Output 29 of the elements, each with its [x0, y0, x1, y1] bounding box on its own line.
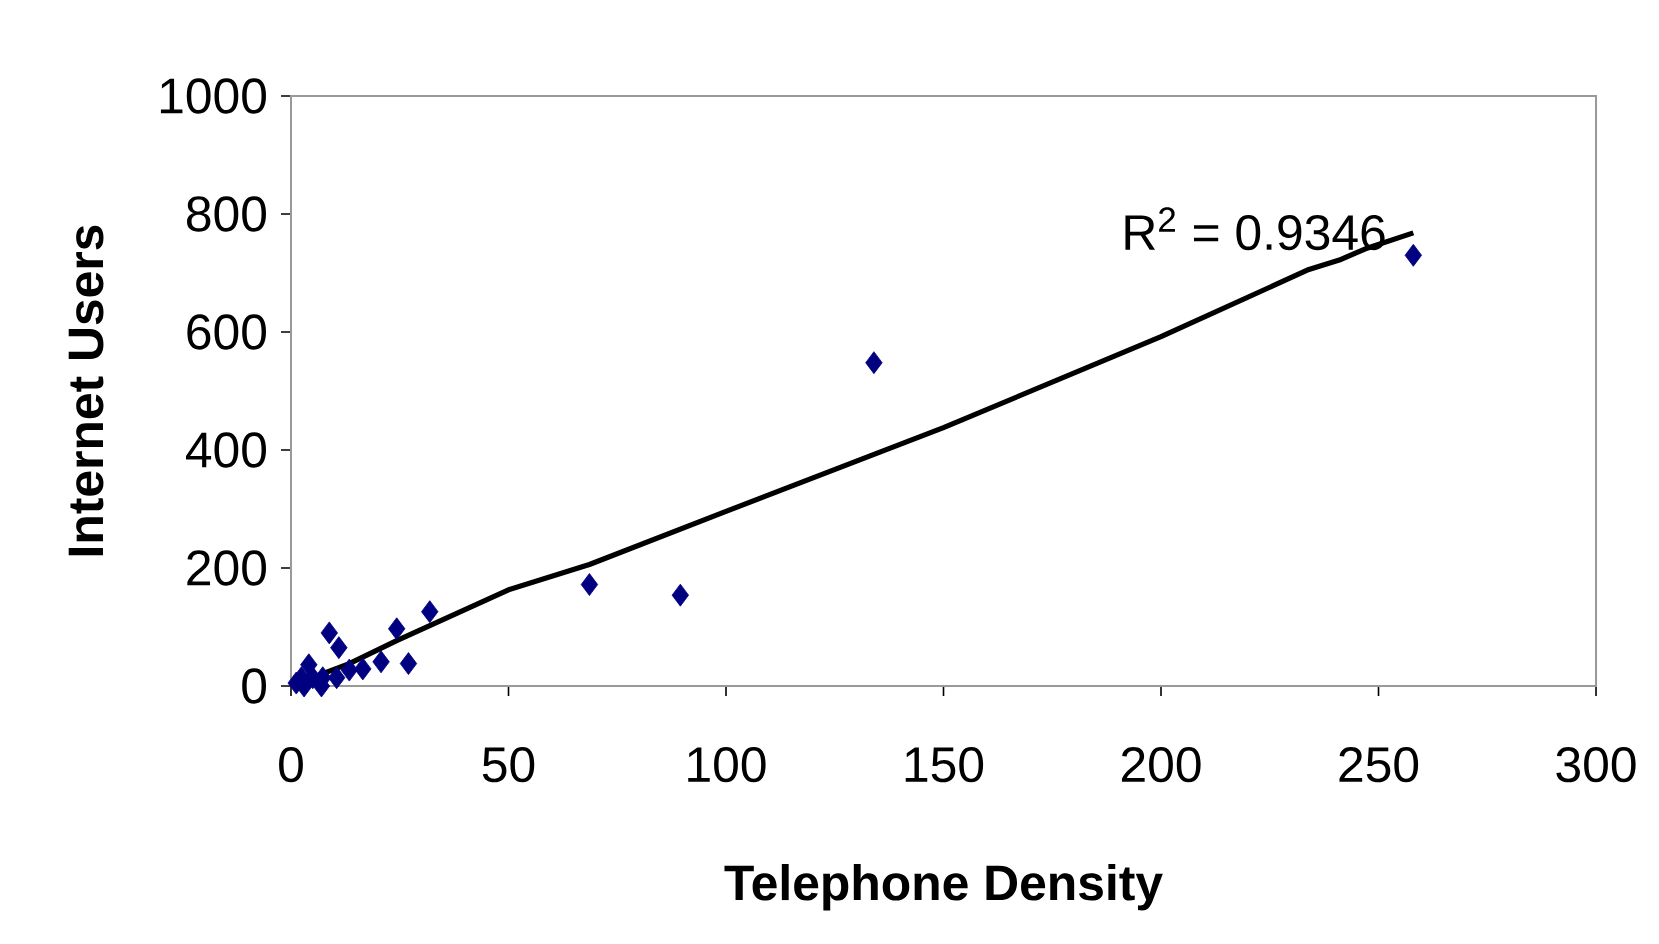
- x-tick-label: 100: [688, 747, 766, 783]
- point: [320, 621, 338, 645]
- y-tick-label: 1000: [160, 78, 266, 114]
- point: [328, 666, 346, 690]
- y-tick-label: 0: [242, 668, 267, 704]
- y-axis-title: Internet Users: [68, 225, 104, 556]
- y-tick-label: 200: [187, 550, 266, 586]
- point: [1404, 243, 1422, 267]
- point: [580, 573, 599, 596]
- y-tick-label: 800: [187, 196, 266, 232]
- point: [330, 636, 348, 660]
- x-tick-label: 200: [1121, 747, 1201, 783]
- x-tick-label: 250: [1339, 747, 1419, 783]
- y-tick-label: 400: [186, 432, 266, 468]
- point: [671, 583, 689, 607]
- x-tick-label: 150: [905, 747, 984, 783]
- x-tick-label: 50: [482, 747, 535, 783]
- x-tick-label: 0: [279, 747, 303, 783]
- y-tick-label: 600: [187, 314, 266, 350]
- x-axis-title: Telephone Density: [724, 863, 1163, 911]
- point: [372, 650, 390, 674]
- point: [340, 658, 358, 682]
- annotation: R$^{2}$ = 0.9346: [1125, 207, 1385, 251]
- point: [399, 652, 418, 675]
- point: [865, 351, 883, 375]
- x-tick-label: 300: [1556, 747, 1636, 783]
- point: [421, 600, 439, 624]
- point: [388, 617, 406, 641]
- point: [354, 657, 372, 681]
